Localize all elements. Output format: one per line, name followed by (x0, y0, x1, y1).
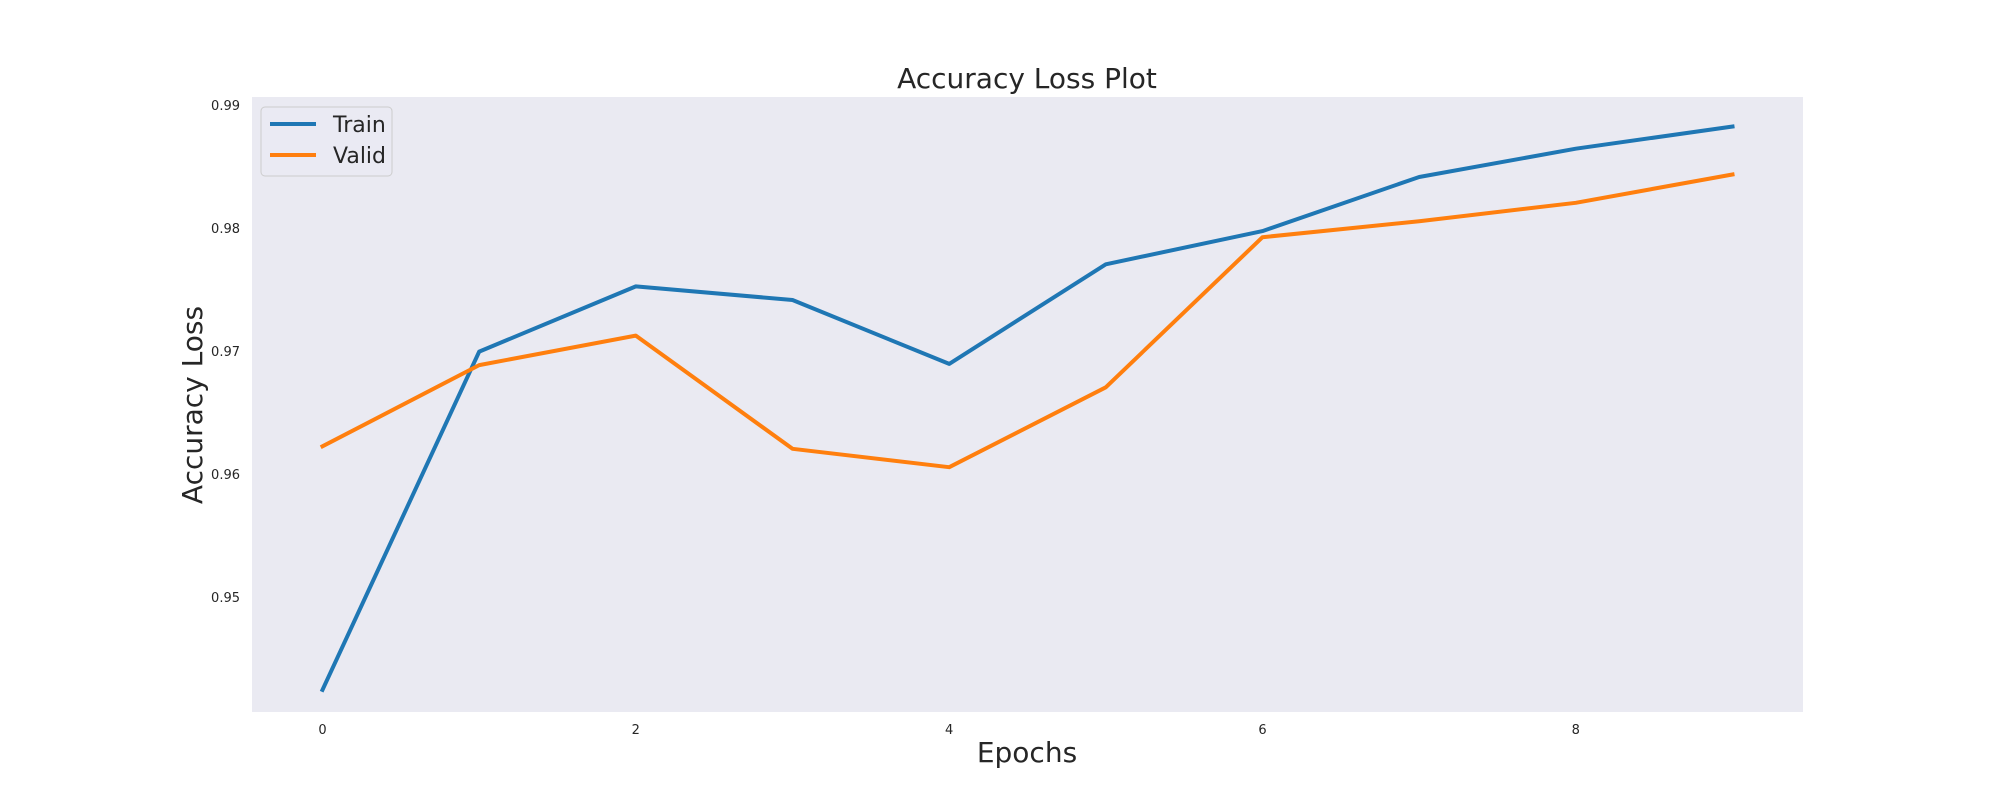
legend-label-train: Train (332, 113, 386, 138)
y-tick-label: 0.99 (211, 99, 240, 114)
x-tick-label: 4 (945, 723, 953, 738)
x-tick-label: 2 (632, 723, 640, 738)
x-tick-label: 8 (1572, 723, 1580, 738)
x-tick-label: 0 (318, 723, 326, 738)
y-tick-label: 0.98 (211, 222, 240, 237)
y-axis-title: Accuracy Loss (176, 306, 209, 504)
legend-label-valid: Valid (333, 144, 386, 169)
y-tick-label: 0.95 (211, 591, 240, 606)
series-layer (319, 124, 1735, 693)
legend: Train Valid (260, 106, 393, 177)
y-tick-label: 0.97 (211, 345, 240, 360)
x-axis-title: Epochs (977, 736, 1077, 769)
x-tick-label: 6 (1258, 723, 1266, 738)
series-line-train (319, 124, 1735, 693)
plot-area (252, 97, 1803, 712)
series-line-valid (319, 172, 1735, 470)
chart-title: Accuracy Loss Plot (897, 62, 1157, 95)
y-tick-labels: 0.95 0.96 0.97 0.98 0.99 (211, 99, 240, 606)
x-tick-labels: 0 2 4 6 8 (318, 723, 1580, 738)
y-tick-label: 0.96 (211, 468, 240, 483)
